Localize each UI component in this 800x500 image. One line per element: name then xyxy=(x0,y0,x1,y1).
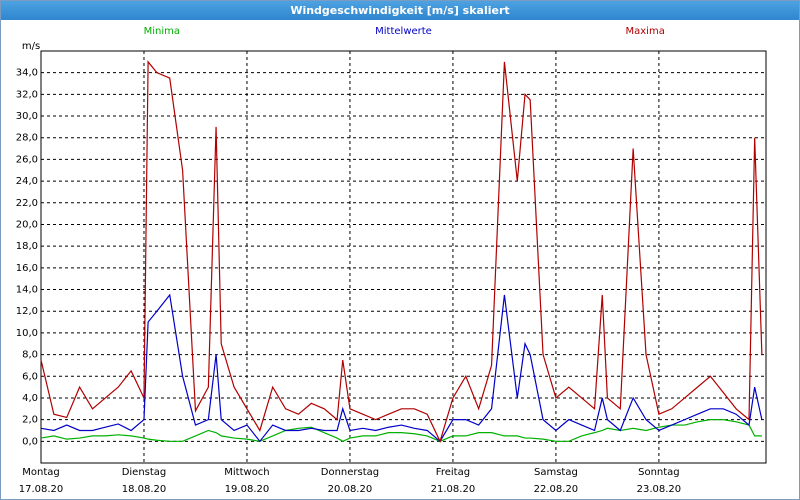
x-tick-date: 22.08.20 xyxy=(534,484,579,495)
legend-entry: Mittelwerte xyxy=(375,26,432,37)
x-tick-label: Samstag xyxy=(534,467,578,478)
y-tick-label: 16,0 xyxy=(16,263,38,274)
x-tick-label: Dienstag xyxy=(122,467,167,478)
series-line xyxy=(40,60,763,443)
y-tick-label: 34,0 xyxy=(16,68,38,79)
y-tick-label: 30,0 xyxy=(16,111,38,122)
y-tick-label: 4,0 xyxy=(22,393,38,404)
series-line xyxy=(40,293,763,443)
y-tick-label: 26,0 xyxy=(16,154,38,165)
y-tick-label: 6,0 xyxy=(22,371,38,382)
title-bar: Windgeschwindigkeit [m/s] skaliert xyxy=(1,1,799,20)
y-tick-label: 8,0 xyxy=(22,350,38,361)
plot-frame xyxy=(40,50,767,464)
x-tick-date: 23.08.20 xyxy=(637,484,682,495)
x-tick-date: 20.08.20 xyxy=(328,484,373,495)
x-tick-label: Donnerstag xyxy=(321,467,379,478)
y-tick-label: 20,0 xyxy=(16,219,38,230)
chart: m/s 0,0 2,0 4,0 6,0 8,0 10,0 12,0 14,0 16,0 18,0 2… xyxy=(16,26,767,495)
x-tick-label: Montag xyxy=(22,467,59,478)
y-axis-label: m/s xyxy=(22,41,40,52)
y-tick-label: 28,0 xyxy=(16,133,38,144)
y-tick-label: 22,0 xyxy=(16,198,38,209)
x-tick-date: 19.08.20 xyxy=(225,484,270,495)
y-tick-label: 18,0 xyxy=(16,241,38,252)
y-tick-label: 10,0 xyxy=(16,328,38,339)
y-tick-label: 32,0 xyxy=(16,89,38,100)
y-tick-label: 2,0 xyxy=(22,415,38,426)
x-tick-label: Freitag xyxy=(436,467,470,478)
y-tick-label: 12,0 xyxy=(16,306,38,317)
y-tick-label: 14,0 xyxy=(16,285,38,296)
y-tick-label: 24,0 xyxy=(16,176,38,187)
x-tick-label: Mittwoch xyxy=(224,467,269,478)
x-tick-date: 21.08.20 xyxy=(431,484,476,495)
series-line xyxy=(40,419,762,442)
x-tick-label: Sonntag xyxy=(638,467,680,478)
legend-entry: Maxima xyxy=(626,26,665,37)
y-tick-label: 0,0 xyxy=(22,436,38,447)
x-tick-date: 17.08.20 xyxy=(19,484,64,495)
x-tick-date: 18.08.20 xyxy=(122,484,167,495)
legend-entry: Minima xyxy=(144,26,180,37)
